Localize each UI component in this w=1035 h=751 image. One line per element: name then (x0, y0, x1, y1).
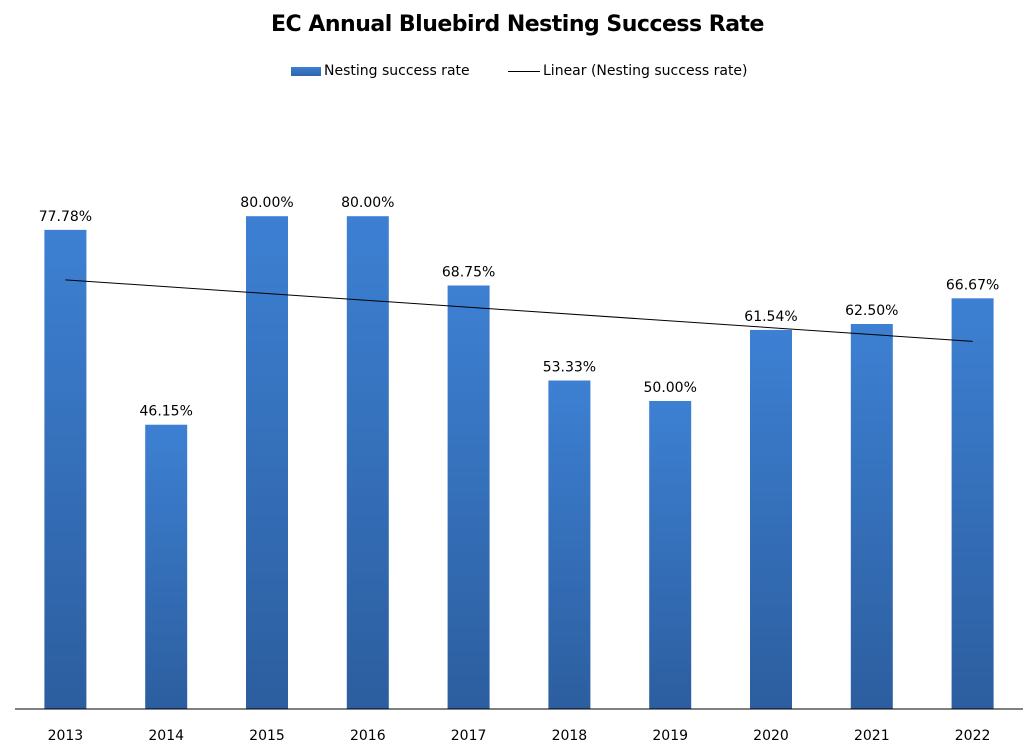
legend-item-trendline: Linear (Nesting success rate) (508, 61, 748, 81)
x-tick-label-2020: 2020 (753, 728, 789, 744)
trendline (65, 279, 973, 342)
legend-label-trendline: Linear (Nesting success rate) (543, 63, 748, 79)
data-label-2020: 61.54% (744, 309, 797, 325)
bar-2014 (145, 424, 188, 709)
data-label-2014: 46.15% (140, 404, 193, 420)
bar-2016 (346, 216, 389, 709)
data-label-2017: 68.75% (442, 265, 495, 281)
bar-2020 (750, 329, 792, 709)
bar-2015 (246, 216, 288, 709)
data-label-2013: 77.78% (39, 209, 92, 225)
data-label-2015: 80.00% (240, 195, 293, 211)
x-tick-label-2019: 2019 (652, 728, 688, 744)
x-tick-label-2016: 2016 (350, 728, 386, 744)
bar-2017 (447, 285, 490, 709)
bar-2021 (850, 324, 893, 709)
bar-2019 (649, 401, 692, 709)
legend-swatch-trendline (508, 70, 540, 72)
x-tick-label-2014: 2014 (148, 728, 184, 744)
bar-2013 (44, 229, 87, 710)
legend-item-bars: Nesting success rate (291, 61, 470, 81)
data-label-2022: 66.67% (946, 277, 999, 293)
data-label-2021: 62.50% (845, 303, 898, 319)
data-label-2018: 53.33% (543, 359, 596, 375)
x-tick-label-2021: 2021 (854, 728, 890, 744)
x-tick-label-2015: 2015 (249, 728, 285, 744)
x-tick-label-2017: 2017 (451, 728, 487, 744)
bar-2018 (548, 380, 591, 709)
x-tick-label-2013: 2013 (48, 728, 84, 744)
x-tick-label-2022: 2022 (955, 728, 991, 744)
bar-2022 (951, 298, 994, 709)
data-label-2016: 80.00% (341, 195, 394, 211)
legend-swatch-bars (291, 66, 321, 76)
data-label-2019: 50.00% (644, 380, 697, 396)
chart-title: EC Annual Bluebird Nesting Success Rate (271, 12, 764, 37)
x-tick-label-2018: 2018 (552, 728, 588, 744)
legend-label-bars: Nesting success rate (324, 63, 470, 79)
legend: Nesting success rate Linear (Nesting suc… (0, 61, 1035, 81)
